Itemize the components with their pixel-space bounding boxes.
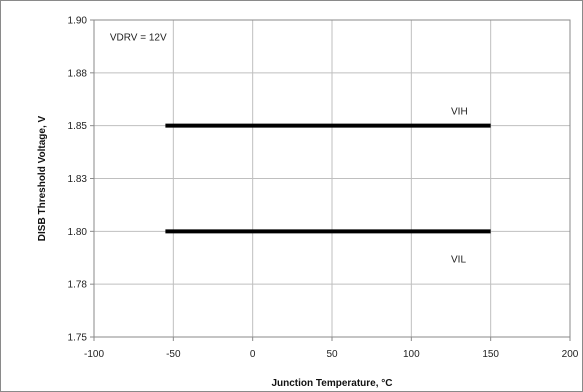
y-tick-label: 1.83 (68, 174, 88, 185)
x-tick-label: -100 (84, 349, 104, 360)
annotation-2: VIL (451, 254, 466, 265)
annotation-0: VDRV = 12V (110, 32, 167, 43)
y-tick-label: 1.90 (68, 16, 88, 27)
x-tick-label: -50 (166, 349, 181, 360)
y-tick-label: 1.75 (68, 333, 88, 344)
annotation-1: VIH (451, 106, 468, 117)
annotations: VDRV = 12V VIH VIL (110, 32, 468, 265)
x-tick-label: 100 (403, 349, 420, 360)
y-axis-title: DISB Threshold Voltage, V (37, 115, 48, 241)
x-tick-label: 200 (562, 349, 579, 360)
y-tick-label: 1.85 (68, 121, 88, 132)
y-tick-label: 1.78 (68, 280, 88, 291)
plot-area (93, 19, 571, 338)
y-tick-label: 1.80 (68, 227, 88, 238)
series-lines (165, 123, 491, 234)
x-tick-label: 50 (326, 349, 338, 360)
x-tick-label: 150 (482, 349, 499, 360)
x-axis-title: Junction Temperature, °C (271, 378, 392, 389)
y-tick-labels: 1.75 1.78 1.80 1.83 1.85 1.88 1.90 (68, 16, 88, 344)
x-tick-label: 0 (250, 349, 256, 360)
grid (90, 19, 571, 341)
x-tick-labels: -100 -50 0 50 100 150 200 (84, 349, 579, 360)
y-tick-label: 1.88 (68, 68, 88, 79)
